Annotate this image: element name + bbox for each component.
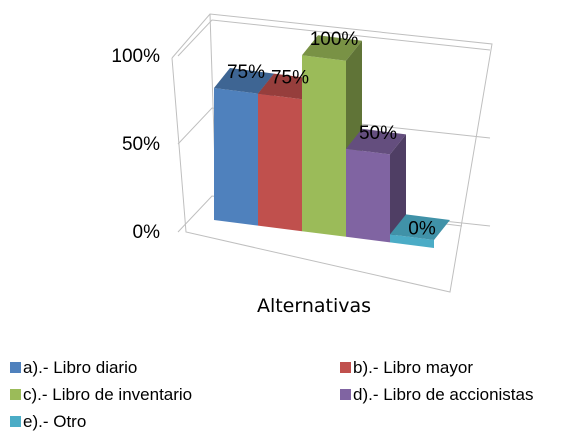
bar-top (390, 214, 450, 240)
legend-item: a).- Libro diario (10, 358, 137, 377)
bar-top (302, 35, 362, 61)
legend-label: a).- Libro diario (23, 358, 137, 377)
legend-swatch (340, 362, 351, 373)
gridline (177, 107, 491, 145)
y-tick-label: 50% (122, 134, 160, 155)
chart-bars (214, 35, 450, 248)
legend-item: c).- Libro de inventario (10, 385, 192, 404)
data-label: 100% (310, 29, 359, 50)
bar-front (214, 88, 258, 226)
chart-data-labels: 75% 75%100%50%0% (227, 29, 436, 239)
bar-side (390, 134, 406, 243)
legend-swatch (10, 389, 21, 400)
data-label: 75% (271, 68, 309, 89)
legend-label: c).- Libro de inventario (23, 385, 192, 404)
y-tick-label: 100% (111, 46, 160, 67)
y-axis-ticks: 0% 50% 100% (111, 46, 160, 243)
x-axis-title: Alternativas (257, 295, 371, 317)
legend-swatch (10, 362, 21, 373)
bar-front (302, 55, 346, 237)
data-label: 75% (227, 62, 265, 83)
legend-label: e).- Otro (23, 412, 86, 431)
bar-front (258, 93, 302, 232)
gridline (177, 19, 491, 57)
bar-top (214, 68, 274, 94)
legend-item: d).- Libro de accionistas (340, 385, 533, 404)
legend-label: d).- Libro de accionistas (353, 385, 533, 404)
bar-front (346, 148, 390, 243)
legend-item: e).- Otro (10, 412, 86, 431)
y-tick-label: 0% (133, 222, 161, 243)
bar (390, 214, 450, 248)
bar-front (390, 234, 434, 248)
legend-item: b).- Libro mayor (340, 358, 473, 377)
data-label: 50% (359, 123, 397, 144)
bar-top (346, 128, 406, 155)
legend: a).- Libro diario b).- Libro mayor c).- Li… (10, 358, 533, 431)
data-label: 0% (408, 218, 436, 239)
bar (346, 128, 406, 243)
chart-wall-outline (171, 13, 493, 293)
legend-swatch (10, 416, 21, 427)
legend-swatch (340, 389, 351, 400)
legend-label: b).- Libro mayor (353, 358, 473, 377)
